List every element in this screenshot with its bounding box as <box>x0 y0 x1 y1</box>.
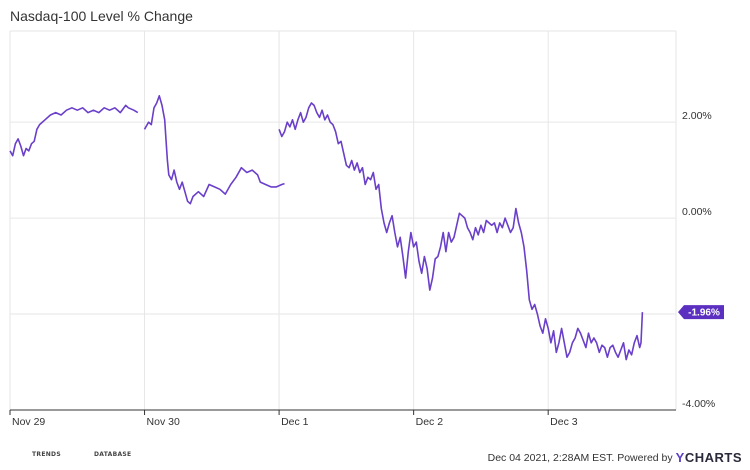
last-value-badge <box>678 305 724 320</box>
footer-logos: ETF TRENDS ETF DATABASE <box>9 442 141 466</box>
series <box>9 95 644 361</box>
ycharts-logo-rest: CHARTS <box>684 450 742 465</box>
etf-database-logo: ETF <box>73 450 89 458</box>
ycharts-logo: YCHARTS <box>676 450 742 465</box>
ycharts-logo-y: Y <box>675 450 685 465</box>
timestamp: Dec 04 2021, 2:28AM EST. Powered by <box>487 451 673 464</box>
axes: Nov 29 Nov 30 Dec 1 Dec 2 Dec 3 2.00% 0.00% -4.… <box>9 110 715 428</box>
x-tick-label: Nov 30 <box>147 416 180 428</box>
series-line-segment-2 <box>143 95 285 205</box>
etf-database-text: DATABASE <box>93 450 132 458</box>
x-tick-label: Dec 2 <box>416 416 444 428</box>
line-chart: Nov 29 Nov 30 Dec 1 Dec 2 Dec 3 2.00% 0.00% -4.… <box>9 30 724 428</box>
x-tick-label: Nov 29 <box>12 416 45 428</box>
last-value-label: -1.96% <box>688 308 720 319</box>
etf-trends-text: TRENDS <box>32 450 61 458</box>
x-tick-label: Dec 1 <box>281 416 309 428</box>
grid <box>9 30 677 410</box>
y-tick-label: 0.00% <box>682 206 712 218</box>
y-tick-label: 2.00% <box>682 110 712 122</box>
etf-trends-logo: ETF <box>11 450 27 458</box>
x-tick-label: Dec 3 <box>550 416 578 428</box>
footer-attribution: Dec 04 2021, 2:28AM EST. Powered by YCHA… <box>488 450 742 465</box>
chart-title: Nasdaq-100 Level % Change <box>10 8 193 24</box>
series-line-segment-1 <box>9 104 139 157</box>
labels: -1.96% <box>678 305 724 320</box>
y-tick-label: -4.00% <box>682 398 715 410</box>
series-line-segment-3 <box>278 102 644 361</box>
